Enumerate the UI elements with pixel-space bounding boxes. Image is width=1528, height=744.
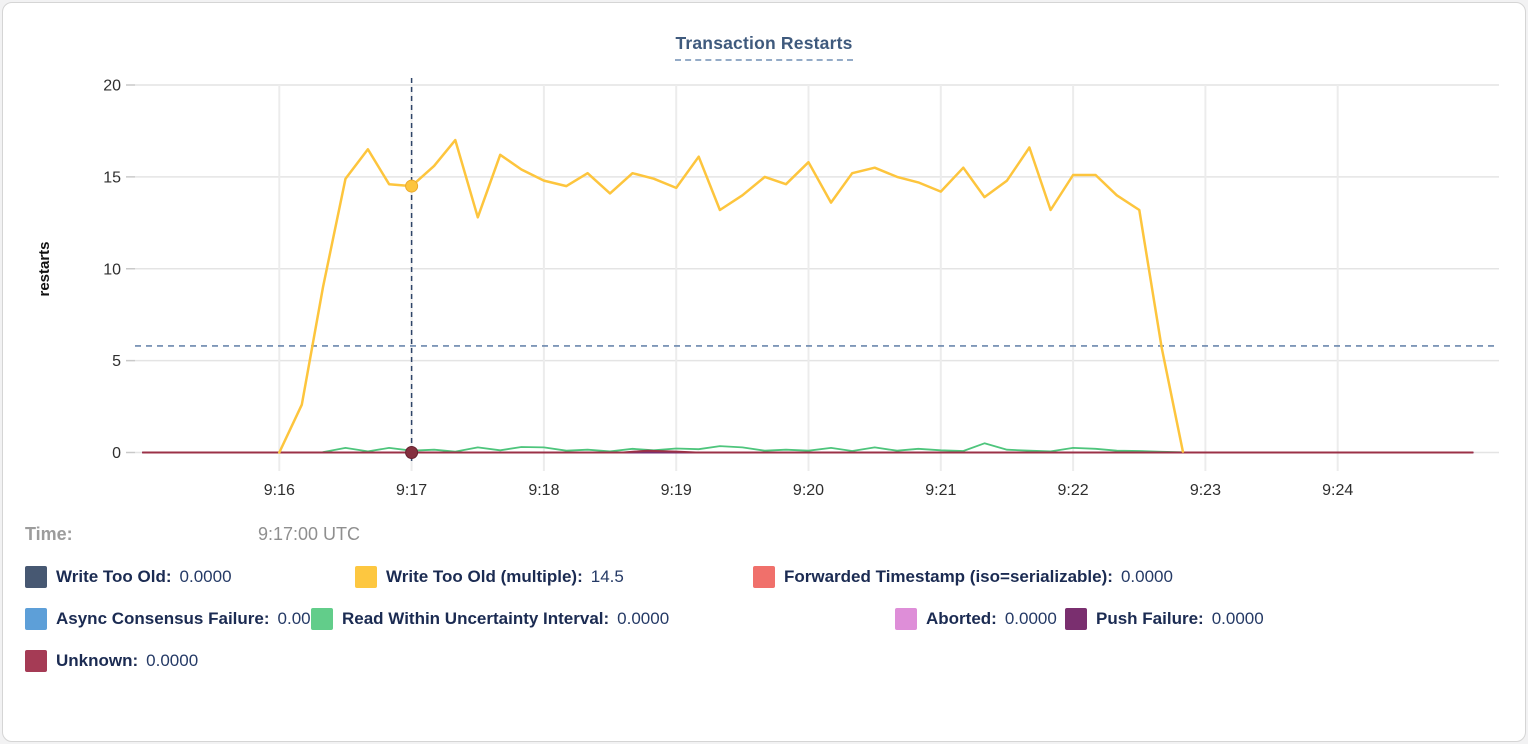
legend-swatch [25, 608, 47, 630]
legend-row: Write Too Old: 0.0000 Write Too Old (multi… [25, 565, 1525, 589]
chart-title[interactable]: Transaction Restarts [675, 33, 853, 61]
x-tick-label: 9:16 [264, 482, 295, 499]
hover-dot-write-too-old-multiple- [405, 179, 419, 193]
legend-swatch [895, 608, 917, 630]
series-line-read-within-uncertainty-interval [322, 442, 1184, 454]
legend-item: Push Failure: 0.0000 [1065, 608, 1264, 630]
x-tick-label: 9:17 [396, 482, 427, 499]
legend-label: Write Too Old: [56, 567, 172, 586]
legend-label: Read Within Uncertainty Interval: [342, 609, 610, 628]
legend-row: Async Consensus Failure: 0.0000 Read Withi… [25, 607, 1525, 631]
legend-swatch [25, 566, 47, 588]
hover-time-label: Time: [25, 524, 73, 544]
legend-item: Read Within Uncertainty Interval: 0.0000 [311, 608, 895, 630]
y-tick-label: 5 [112, 353, 121, 370]
legend-label: Aborted: [926, 609, 997, 628]
legend-label: Push Failure: [1096, 609, 1204, 628]
x-tick-label: 9:18 [528, 482, 559, 499]
legend-label: Async Consensus Failure: [56, 609, 270, 628]
hover-dot-unknown [405, 446, 419, 459]
legend-value: 0.0000 [179, 567, 232, 586]
legend-label: Unknown: [56, 651, 139, 670]
legend-item: Aborted: 0.0000 [895, 608, 1065, 630]
legend-row: Unknown: 0.0000 [25, 649, 1525, 673]
x-tick-label: 9:19 [661, 482, 692, 499]
series-line-write-too-old-multiple- [278, 138, 1185, 454]
legend-swatch [1065, 608, 1087, 630]
chart-title-row: Transaction Restarts [3, 3, 1525, 63]
legend-swatch [753, 566, 775, 588]
series-line-unknown [142, 449, 1474, 454]
legend-item: Write Too Old: 0.0000 [25, 566, 355, 588]
y-axis-label: restarts [36, 241, 53, 296]
legend-label: Forwarded Timestamp (iso=serializable): [784, 567, 1113, 586]
hover-time-value: 9:17:00 UTC [258, 524, 361, 544]
legend-value: 0.0000 [1120, 567, 1173, 586]
x-tick-label: 9:24 [1322, 482, 1353, 499]
legend-item: Async Consensus Failure: 0.0000 [25, 608, 330, 630]
x-tick-label: 9:21 [925, 482, 956, 499]
chart-legend: Write Too Old: 0.0000 Write Too Old (multi… [25, 565, 1525, 673]
x-tick-label: 9:20 [793, 482, 824, 499]
y-tick-label: 0 [112, 445, 121, 462]
legend-item: Write Too Old (multiple): 14.5 [355, 566, 753, 588]
legend-value: 0.0000 [1211, 609, 1264, 628]
legend-swatch [25, 650, 47, 672]
x-tick-label: 9:23 [1190, 482, 1221, 499]
y-tick-label: 10 [103, 261, 121, 278]
legend-value: 0.0000 [617, 609, 670, 628]
legend-item: Forwarded Timestamp (iso=serializable): 0… [753, 566, 1173, 588]
transaction-restarts-chart[interactable]: 0 5 10 15 20 9:16 9:17 9:18 9:19 9:20 9:21 9:22 9:23… [3, 63, 1525, 508]
y-tick-label: 20 [103, 78, 121, 95]
hover-time-row: Time: 9:17:00 UTC [25, 524, 1525, 545]
x-tick-label: 9:22 [1058, 482, 1089, 499]
legend-label: Write Too Old (multiple): [386, 567, 583, 586]
legend-value: 14.5 [590, 567, 624, 586]
legend-value: 0.0000 [1004, 609, 1057, 628]
legend-swatch [311, 608, 333, 630]
y-tick-label: 15 [103, 169, 121, 186]
legend-item: Unknown: 0.0000 [25, 650, 198, 672]
legend-swatch [355, 566, 377, 588]
legend-value: 0.0000 [146, 651, 199, 670]
